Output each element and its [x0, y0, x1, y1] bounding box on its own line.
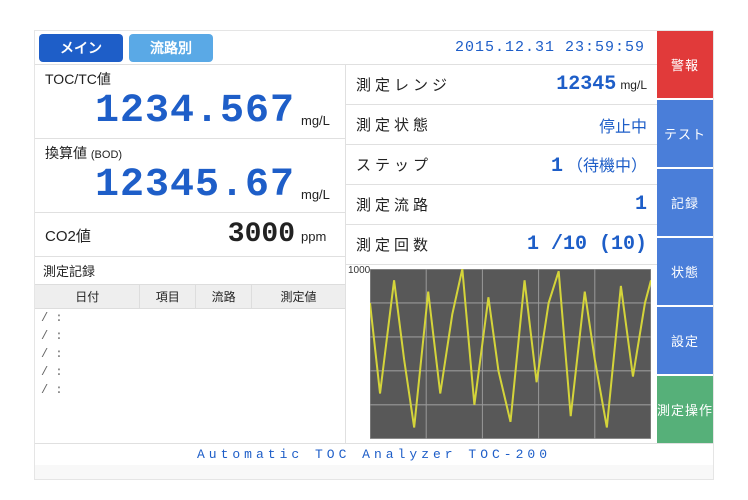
readout-co2-value: 3000 [228, 219, 295, 250]
readout-co2: CO2値 3000 ppm [35, 213, 345, 257]
readout-conv-value: 12345.67 [95, 163, 295, 208]
log-row: / : [35, 381, 345, 399]
log-row: / : [35, 363, 345, 381]
log-row: / : [35, 309, 345, 327]
readout-co2-label: CO2値 [45, 225, 91, 246]
footer-title: Automatic TOC Analyzer TOC-200 [35, 443, 713, 465]
chart-canvas [370, 269, 651, 439]
btn-status[interactable]: 状態 [657, 238, 713, 307]
btn-measure[interactable]: 測定操作 [657, 376, 713, 443]
info-state-value: 停止中 [599, 113, 647, 137]
info-state: 測定状態 停止中 [346, 105, 657, 145]
log-header: 日付 項目 流路 測定値 [35, 284, 345, 309]
trend-chart: 1000 [346, 265, 657, 443]
info-step: ステップ 1（待機中） [346, 145, 657, 185]
analyzer-screen: メイン 流路別 2015.12.31 23:59:59 TOC/TC値 1234… [34, 30, 714, 480]
left-column: TOC/TC値 1234.567 mg/L 換算値 (BOD) 12345.67… [35, 65, 346, 443]
info-range-value: 12345 [556, 73, 616, 96]
tab-main[interactable]: メイン [39, 34, 123, 62]
chart-ymax-label: 1000 [348, 265, 370, 276]
log-title: 測定記録 [35, 257, 345, 284]
readout-toc: TOC/TC値 1234.567 mg/L [35, 65, 345, 139]
readout-conv-unit: mg/L [301, 187, 335, 208]
btn-setting[interactable]: 設定 [657, 307, 713, 376]
right-column: 測定レンジ 12345mg/L 測定状態 停止中 ステップ 1（待機中） 測定流… [346, 65, 657, 443]
info-count: 測定回数 1 /10 (10) [346, 225, 657, 265]
btn-alarm[interactable]: 警報 [657, 31, 713, 100]
log-header-line: 流路 [196, 285, 252, 308]
side-button-bar: 警報 テスト 記録 状態 設定 測定操作 [657, 31, 713, 443]
log-row: / : [35, 327, 345, 345]
tab-flowline[interactable]: 流路別 [129, 34, 213, 62]
readout-toc-value: 1234.567 [95, 89, 295, 134]
info-range: 測定レンジ 12345mg/L [346, 65, 657, 105]
readout-toc-label: TOC/TC値 [45, 69, 335, 89]
body-columns: TOC/TC値 1234.567 mg/L 換算値 (BOD) 12345.67… [35, 65, 657, 443]
top-bar: メイン 流路別 2015.12.31 23:59:59 [35, 31, 657, 65]
info-flow-value: 1 [635, 193, 647, 216]
readout-co2-unit: ppm [301, 229, 335, 250]
readout-conv: 換算値 (BOD) 12345.67 mg/L [35, 139, 345, 213]
btn-record[interactable]: 記録 [657, 169, 713, 238]
main-area: メイン 流路別 2015.12.31 23:59:59 TOC/TC値 1234… [35, 31, 657, 443]
log-header-value: 測定値 [252, 285, 345, 308]
info-flow: 測定流路 1 [346, 185, 657, 225]
info-step-value: 1 [551, 155, 563, 178]
datetime-display: 2015.12.31 23:59:59 [455, 39, 645, 56]
readout-toc-unit: mg/L [301, 113, 335, 134]
readout-conv-label: 換算値 (BOD) [45, 143, 335, 163]
measurement-log: 測定記録 日付 項目 流路 測定値 / : / : / : / : / : [35, 257, 345, 443]
log-header-item: 項目 [140, 285, 196, 308]
info-count-value: 1 /10 (10) [527, 233, 647, 256]
btn-test[interactable]: テスト [657, 100, 713, 169]
log-row: / : [35, 345, 345, 363]
log-header-date: 日付 [35, 285, 140, 308]
